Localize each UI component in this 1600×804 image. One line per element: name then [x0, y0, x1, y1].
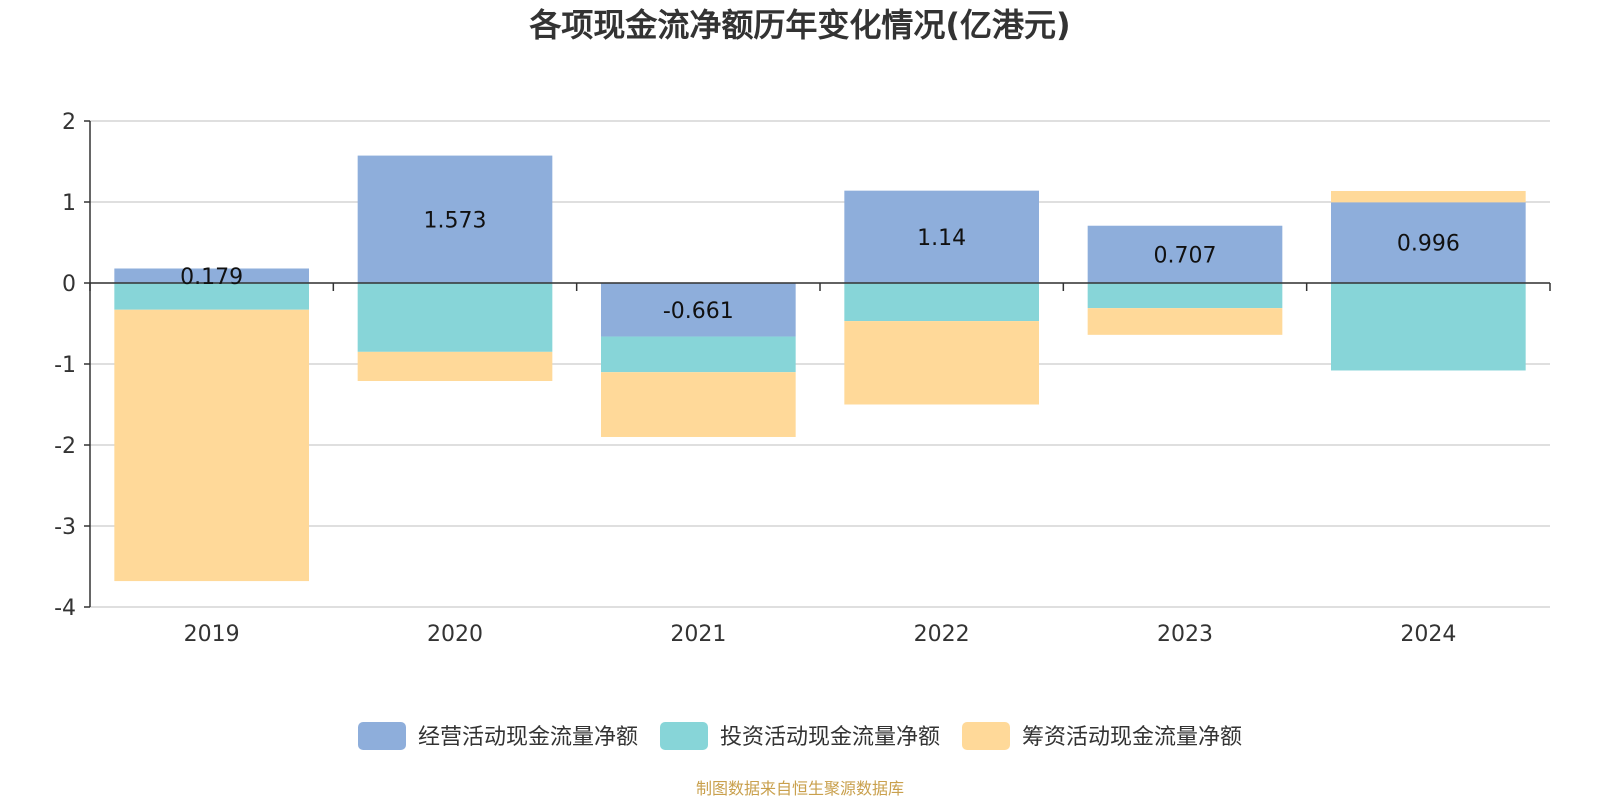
bars: [114, 155, 1526, 582]
data-label: -0.661: [663, 299, 734, 324]
bar-筹资活动现金流量净额-2023: [1087, 308, 1283, 335]
value-labels: 0.179 1.573 -0.661 1.14 0.707 0.996: [180, 208, 1460, 323]
bar-经营活动现金流量净额-2020: [357, 155, 553, 283]
legend-label: 经营活动现金流量净额: [418, 725, 638, 750]
x-tick-label: 2019: [184, 622, 240, 647]
bar-经营活动现金流量净额-2019: [114, 268, 309, 283]
data-label: 1.14: [917, 226, 966, 251]
source-note: 制图数据来自恒生聚源数据库: [696, 779, 904, 798]
bar-筹资活动现金流量净额-2022: [844, 321, 1039, 405]
bar-投资活动现金流量净额-2024: [1331, 283, 1526, 371]
data-label: 0.996: [1397, 232, 1460, 257]
legend-swatch: [660, 722, 708, 750]
data-label: 0.707: [1154, 243, 1217, 268]
legend-swatch: [358, 722, 406, 750]
bar-筹资活动现金流量净额-2021: [601, 372, 796, 437]
bar-经营活动现金流量净额-2023: [1087, 225, 1283, 283]
x-tick-label: 2023: [1157, 622, 1213, 647]
data-label: 1.573: [424, 208, 487, 233]
y-tick-label: -3: [54, 515, 76, 540]
y-tick-label: -4: [54, 596, 76, 621]
legend: 经营活动现金流量净额 投资活动现金流量净额 筹资活动现金流量净额: [358, 722, 1242, 750]
chart-title: 各项现金流净额历年变化情况(亿港元): [529, 6, 1070, 44]
bar-投资活动现金流量净额-2023: [1087, 283, 1283, 309]
data-label: 0.179: [180, 265, 243, 290]
bar-经营活动现金流量净额-2024: [1331, 202, 1526, 283]
bar-投资活动现金流量净额-2019: [114, 283, 309, 310]
bar-投资活动现金流量净额-2022: [844, 283, 1039, 322]
bar-筹资活动现金流量净额-2019: [114, 309, 309, 582]
y-tick-label: 0: [62, 272, 76, 297]
legend-swatch: [962, 722, 1010, 750]
x-tick-label: 2022: [914, 622, 970, 647]
legend-label: 筹资活动现金流量净额: [1022, 725, 1242, 750]
y-tick-label: -1: [54, 353, 76, 378]
bar-筹资活动现金流量净额-2024: [1331, 190, 1526, 203]
y-tick-label: -2: [54, 434, 76, 459]
bar-投资活动现金流量净额-2021: [601, 336, 796, 373]
y-tick-label: 2: [62, 110, 76, 135]
bar-筹资活动现金流量净额-2020: [357, 351, 553, 382]
axes: 2 1 0 -1 -2 -3 -4 2019 2020 2021 2022 2023 2024: [54, 110, 1551, 647]
y-tick-label: 1: [62, 191, 76, 216]
bar-经营活动现金流量净额-2021: [601, 283, 796, 337]
legend-label: 投资活动现金流量净额: [720, 725, 940, 750]
x-tick-label: 2021: [670, 622, 726, 647]
x-tick-label: 2024: [1400, 622, 1456, 647]
bar-经营活动现金流量净额-2022: [844, 190, 1039, 283]
bar-投资活动现金流量净额-2020: [357, 283, 553, 352]
x-tick-label: 2020: [427, 622, 483, 647]
